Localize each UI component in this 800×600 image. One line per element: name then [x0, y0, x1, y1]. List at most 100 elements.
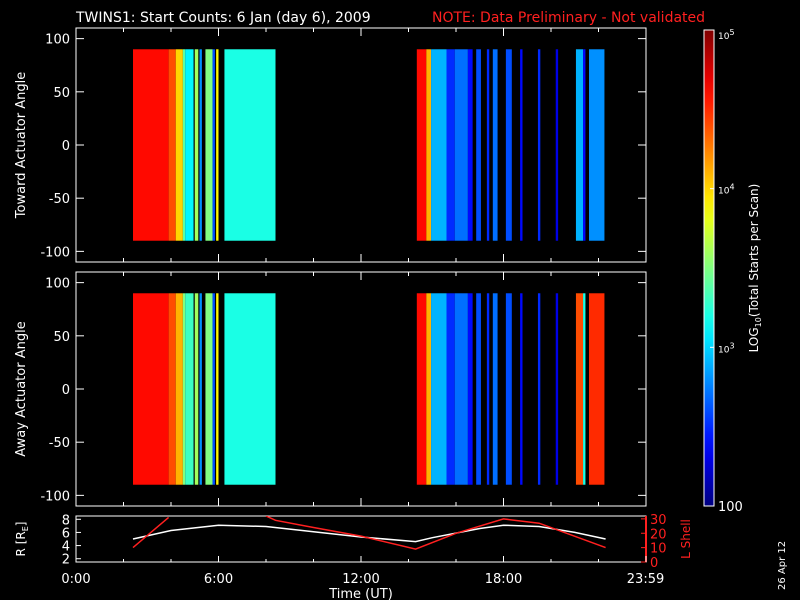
- toward-ylabel: Toward Actuator Angle: [14, 72, 29, 219]
- r-distance-line-0: [132, 524, 606, 543]
- toward-strip-7: [205, 49, 213, 241]
- toward-strip-18: [486, 49, 490, 241]
- toward-strip-1: [168, 49, 176, 241]
- away-ylabel: Away Actuator Angle: [14, 321, 29, 456]
- colorbar-scale: [703, 29, 715, 507]
- away-strip-26: [589, 293, 605, 485]
- toward-strip-14: [446, 49, 455, 241]
- toward-strip-22: [537, 49, 541, 241]
- plot-title: TWINS1: Start Counts: 6 Jan (day 6), 200…: [75, 10, 371, 26]
- time-tick-label-1: 6:00: [204, 572, 233, 587]
- toward-ytick-label-1: -50: [49, 192, 70, 207]
- toward-ytick-label-0: -100: [40, 245, 70, 260]
- toward-strip-24: [575, 49, 584, 241]
- toward-strip-21: [520, 49, 523, 241]
- away-ytick-label-3: 50: [53, 330, 70, 345]
- colorbar-tick-label-2: 104: [718, 183, 735, 197]
- away-strip-16: [467, 293, 473, 485]
- away-strip-22: [537, 293, 541, 485]
- lshell-tick-label-3: 30: [650, 513, 667, 528]
- toward-ytick-label-4: 100: [45, 33, 70, 48]
- away-strip-19: [492, 293, 498, 485]
- r-axis-label: R [RE]: [14, 522, 30, 557]
- toward-ytick-label-3: 50: [53, 86, 70, 101]
- colorbar-tick-exponent-1: 3: [729, 341, 734, 350]
- away-ytick-label-2: 0: [62, 383, 70, 398]
- away-strip-5: [194, 293, 199, 485]
- toward-strip-25: [583, 49, 586, 241]
- toward-strip-11: [416, 49, 427, 241]
- r-axis-label-sub: E: [21, 526, 30, 531]
- away-ytick-label-4: 100: [45, 277, 70, 292]
- toward-strip-10: [224, 49, 276, 241]
- away-strip-8: [212, 293, 215, 485]
- away-strip-20: [505, 293, 512, 485]
- away-strip-6: [199, 293, 202, 485]
- toward-strip-17: [476, 49, 481, 241]
- away-strip-13: [431, 293, 447, 485]
- away-strip-18: [486, 293, 490, 485]
- time-tick-label-3: 18:00: [485, 572, 522, 587]
- away-strip-2: [175, 293, 183, 485]
- toward-strip-9: [216, 49, 219, 241]
- toward-strip-0: [133, 49, 169, 241]
- toward-strip-8: [212, 49, 215, 241]
- time-axis-label: Time (UT): [328, 587, 393, 600]
- away-strip-1: [168, 293, 176, 485]
- colorbar-label: LOG10(Total Starts per Scan): [747, 184, 763, 353]
- colorbar-tick-label-0: 100: [718, 500, 743, 515]
- toward-strip-13: [431, 49, 447, 241]
- toward-strip-4: [185, 49, 194, 241]
- away-strip-15: [454, 293, 468, 485]
- lshell-line-2: [265, 516, 606, 550]
- colorbar-tick-label-1: 103: [718, 341, 735, 355]
- lshell-tick-label-1: 10: [650, 542, 667, 557]
- away-strip-4: [185, 293, 194, 485]
- r-tick-label-0: 2: [62, 553, 70, 568]
- away-strip-25: [583, 293, 586, 485]
- away-strip-21: [520, 293, 523, 485]
- time-tick-label-4: 23:59: [627, 572, 664, 587]
- away-strip-23: [555, 293, 559, 485]
- toward-strip-19: [492, 49, 498, 241]
- colorbar-tick-exponent-3: 5: [729, 28, 734, 37]
- toward-ytick-label-2: 0: [62, 139, 70, 154]
- lshell-tick-label-0: 0: [650, 556, 658, 571]
- away-strip-14: [446, 293, 455, 485]
- colorbar-label-part-0: LOG: [747, 327, 761, 352]
- away-ytick-label-0: -100: [40, 489, 70, 504]
- away-strip-12: [426, 293, 432, 485]
- r-tick-label-3: 8: [62, 513, 70, 528]
- date-stamp: 26 Apr 12: [777, 541, 788, 590]
- away-ytick-label-1: -50: [49, 436, 70, 451]
- toward-strip-3: [182, 49, 186, 241]
- away-strip-10: [224, 293, 276, 485]
- r-tick-label-2: 6: [62, 526, 70, 541]
- toward-strip-23: [555, 49, 559, 241]
- r-axis-label-main: R [R: [14, 531, 28, 556]
- toward-strip-20: [505, 49, 512, 241]
- away-strip-0: [133, 293, 169, 485]
- toward-strip-16: [467, 49, 473, 241]
- toward-strip-6: [199, 49, 202, 241]
- toward-strip-12: [426, 49, 432, 241]
- lshell-axis-label: L Shell: [679, 519, 693, 559]
- colorbar-tick-exponent-2: 4: [729, 183, 734, 192]
- time-tick-label-0: 0:00: [61, 572, 90, 587]
- away-strip-11: [416, 293, 427, 485]
- r-tick-label-1: 4: [62, 540, 70, 555]
- toward-strip-2: [175, 49, 183, 241]
- lshell-tick-label-2: 20: [650, 527, 667, 542]
- away-strip-7: [205, 293, 213, 485]
- colorbar-label-part-1: 10: [754, 317, 763, 327]
- away-strip-9: [216, 293, 219, 485]
- toward-strip-5: [194, 49, 199, 241]
- colorbar-tick-label-3: 105: [718, 28, 735, 42]
- r-axis-label-end: ]: [14, 522, 28, 527]
- away-strip-24: [575, 293, 584, 485]
- colorbar-label-part-2: (Total Starts per Scan): [747, 184, 761, 318]
- away-strip-3: [182, 293, 186, 485]
- away-strip-17: [476, 293, 481, 485]
- toward-strip-26: [589, 49, 605, 241]
